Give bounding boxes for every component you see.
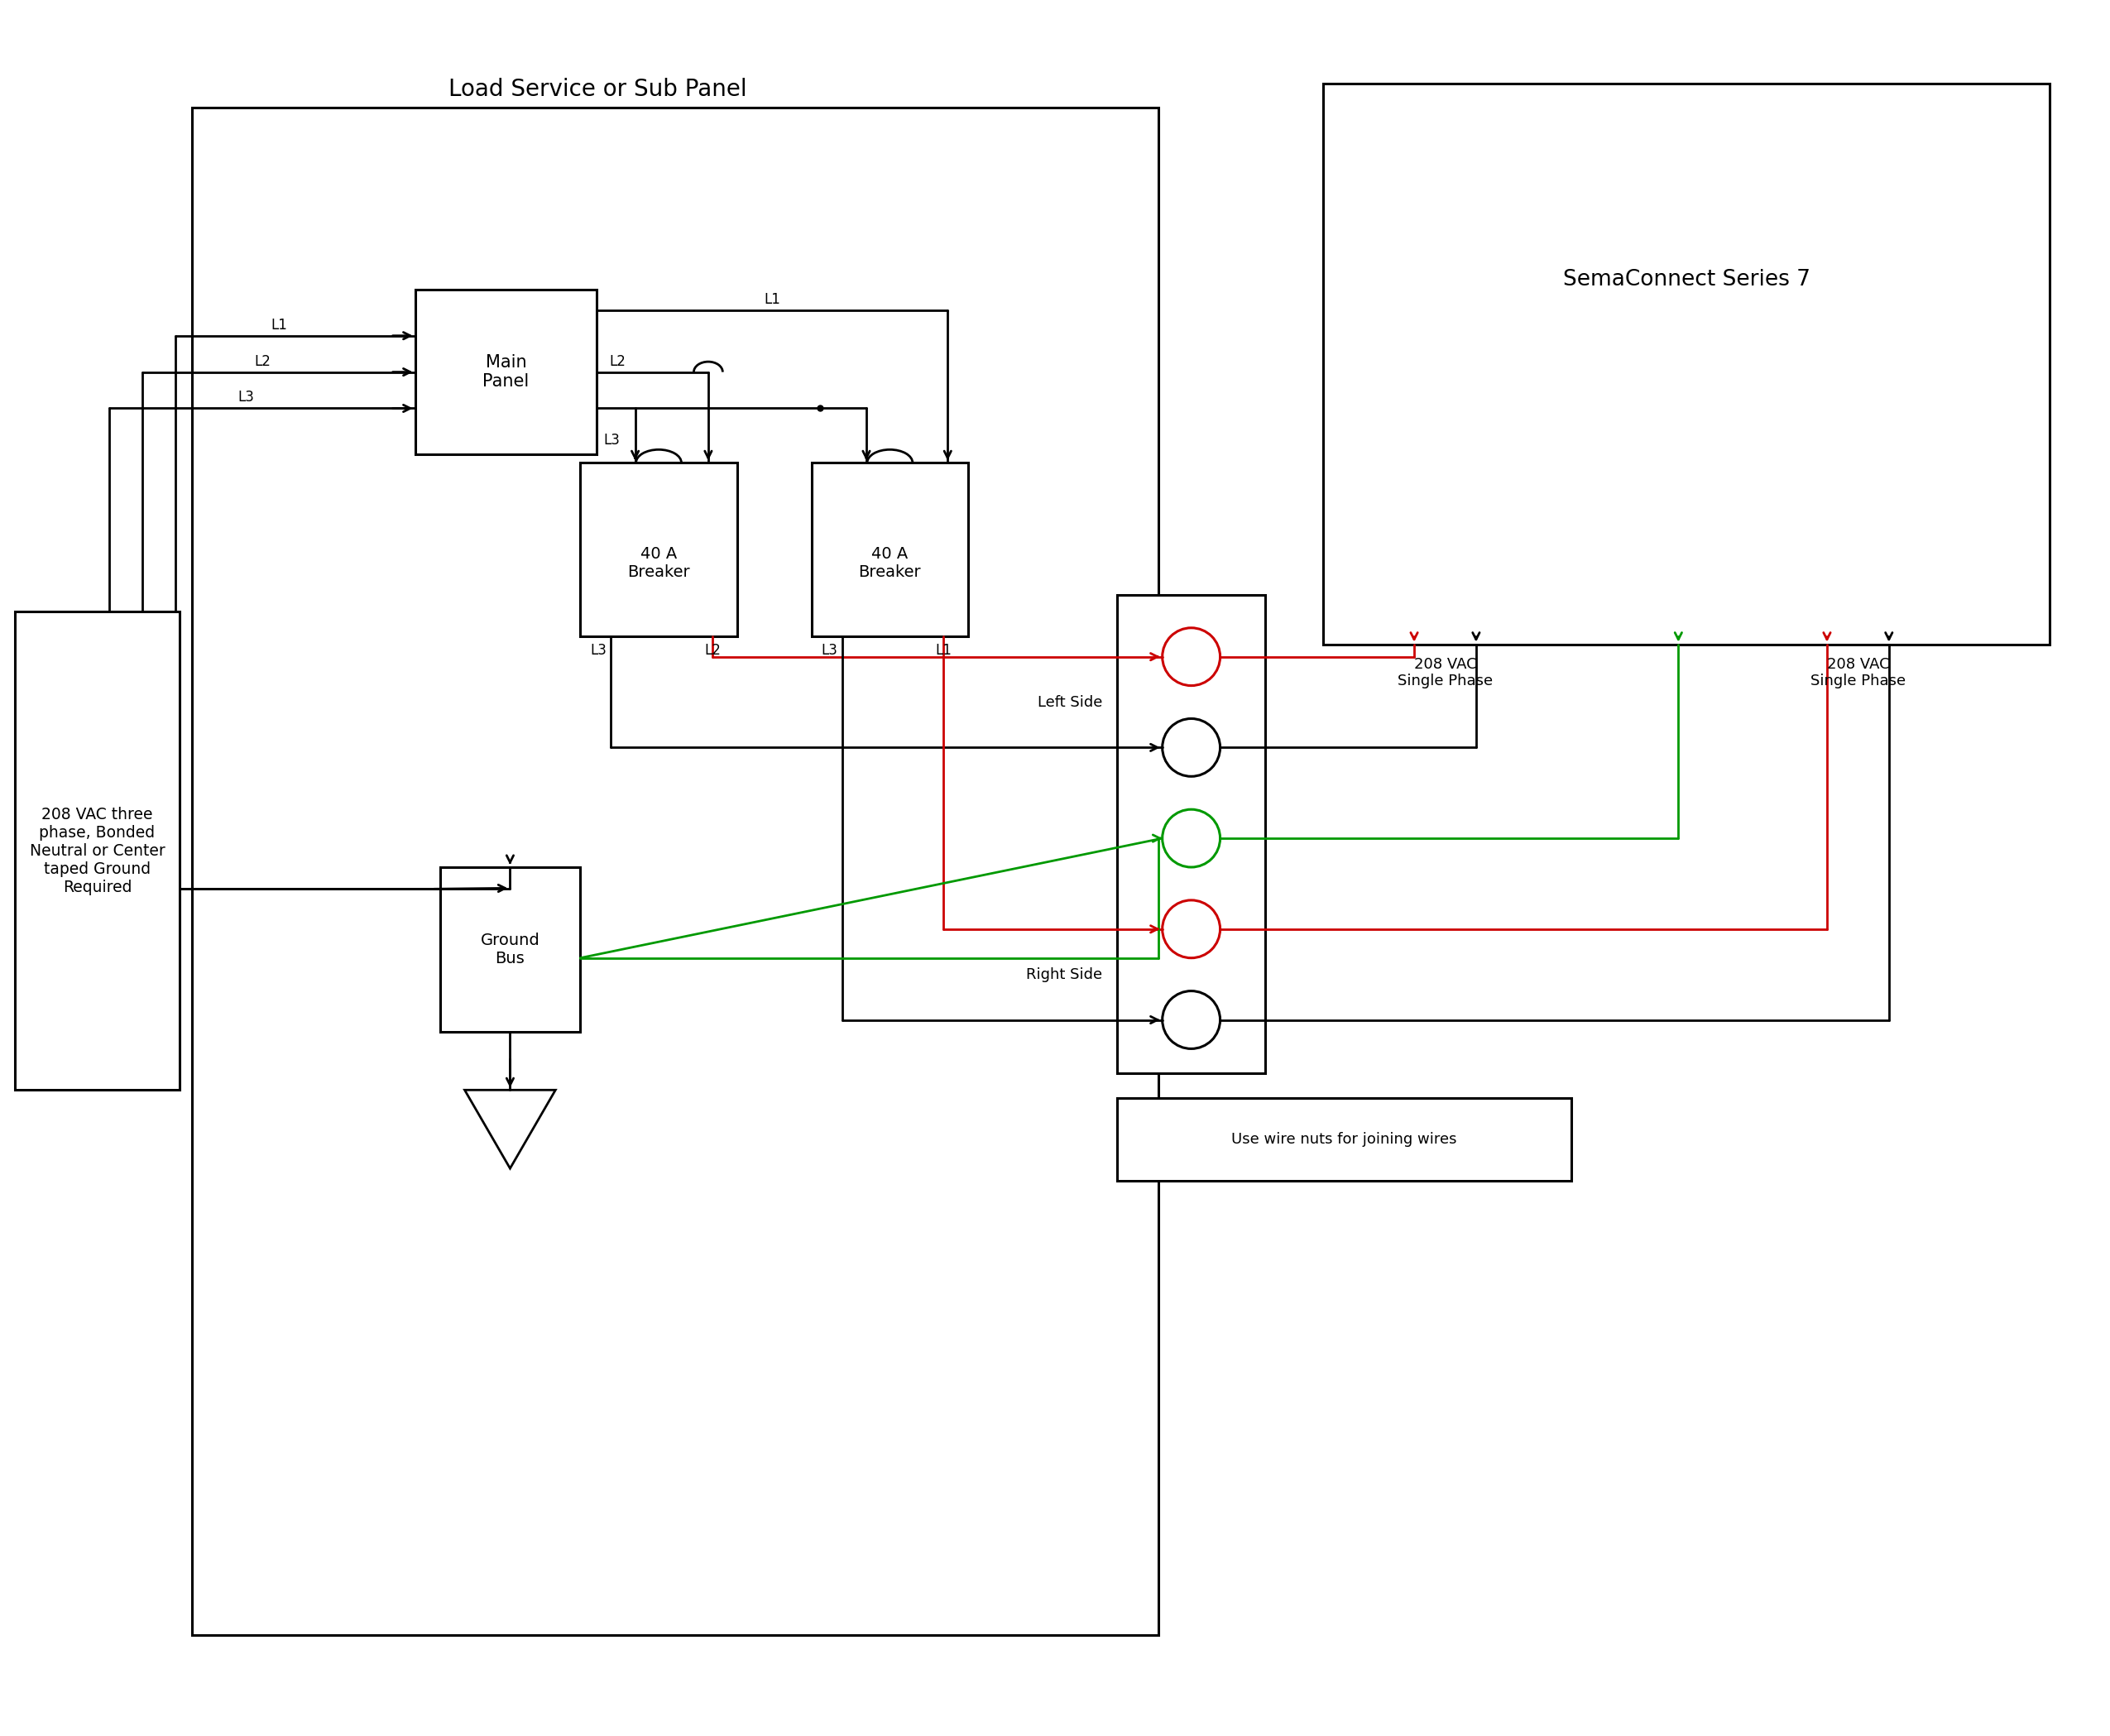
Text: L2: L2 [610, 354, 625, 368]
Text: Left Side: Left Side [1038, 694, 1101, 710]
Text: L3: L3 [238, 391, 253, 404]
Bar [1116, 1099, 1572, 1180]
Text: Main
Panel: Main Panel [483, 354, 530, 391]
Text: Right Side: Right Side [1025, 967, 1101, 983]
Text: 40 A
Breaker: 40 A Breaker [859, 547, 922, 580]
Text: 208 VAC
Single Phase: 208 VAC Single Phase [1810, 656, 1905, 689]
Bar [416, 290, 597, 455]
Text: SemaConnect Series 7: SemaConnect Series 7 [1564, 269, 1810, 290]
Bar [15, 611, 179, 1090]
Text: L2: L2 [705, 642, 722, 658]
Bar [812, 464, 968, 635]
Bar [439, 868, 580, 1033]
Text: L2: L2 [253, 354, 270, 368]
Bar [1323, 83, 2051, 644]
Text: Ground
Bus: Ground Bus [481, 932, 540, 967]
Text: 40 A
Breaker: 40 A Breaker [627, 547, 690, 580]
Text: 208 VAC three
phase, Bonded
Neutral or Center
taped Ground
Required: 208 VAC three phase, Bonded Neutral or C… [30, 807, 165, 896]
Text: 208 VAC
Single Phase: 208 VAC Single Phase [1397, 656, 1492, 689]
Text: L3: L3 [591, 642, 608, 658]
Text: L3: L3 [821, 642, 838, 658]
Text: L3: L3 [603, 432, 620, 448]
Text: Use wire nuts for joining wires: Use wire nuts for joining wires [1232, 1132, 1456, 1147]
Text: Load Service or Sub Panel: Load Service or Sub Panel [449, 78, 747, 101]
Bar [1116, 595, 1266, 1073]
Text: L1: L1 [270, 318, 287, 332]
Bar [580, 464, 736, 635]
Text: L1: L1 [764, 292, 781, 307]
Bar [192, 108, 1158, 1635]
Text: L1: L1 [935, 642, 952, 658]
